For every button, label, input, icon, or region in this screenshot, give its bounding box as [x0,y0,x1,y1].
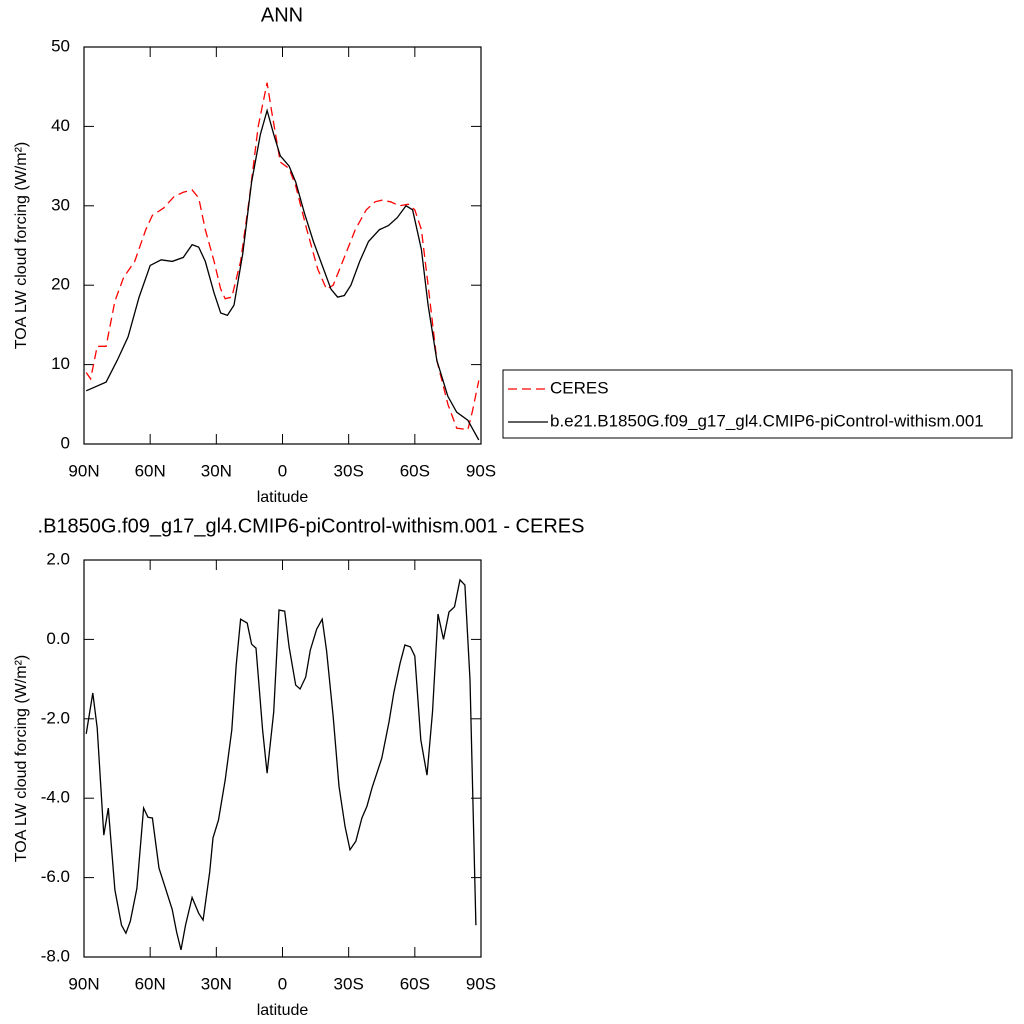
y-tick-label: -2.0 [41,708,70,727]
plot-frame [83,46,482,445]
legend-label: b.e21.B1850G.f09_g17_gl4.CMIP6-piControl… [550,411,984,430]
x-tick-label: 60S [400,974,430,993]
y-tick-label: 10 [51,354,70,373]
y-tick-label: -8.0 [41,946,70,965]
chart-title: ANN [261,4,303,26]
legend-label: CERES [550,378,609,397]
x-tick-label: 60N [135,461,166,480]
y-tick-label: 40 [51,116,70,135]
plot-frame [83,559,482,958]
x-axis-label: latitude [257,1002,309,1019]
y-tick-label: 50 [51,36,70,55]
legend-box [502,369,1013,439]
x-tick-label: 90S [466,461,496,480]
x-tick-label: 30S [334,461,364,480]
data-line [85,82,480,431]
x-tick-label: 0 [278,974,287,993]
x-tick-label: 30N [201,974,232,993]
y-axis-label: TOA LW cloud forcing (W/m²) [13,655,30,862]
x-axis-label: latitude [257,489,309,506]
y-tick-label: 0 [61,433,70,452]
data-line [85,578,477,951]
y-tick-label: -6.0 [41,867,70,886]
x-tick-label: 60N [135,974,166,993]
y-tick-label: 20 [51,275,70,294]
x-tick-label: 30S [334,974,364,993]
y-tick-label: 0.0 [46,629,70,648]
x-tick-label: 90N [68,974,99,993]
y-tick-label: 2.0 [46,549,70,568]
data-line [85,108,480,441]
x-tick-label: 90S [466,974,496,993]
x-tick-label: 30N [201,461,232,480]
x-tick-label: 0 [278,461,287,480]
y-axis-label: TOA LW cloud forcing (W/m²) [13,142,30,349]
y-tick-label: 30 [51,195,70,214]
x-tick-label: 60S [400,461,430,480]
chart-title: .B1850G.f09_g17_gl4.CMIP6-piControl-with… [38,515,585,537]
y-tick-label: -4.0 [41,788,70,807]
x-tick-label: 90N [68,461,99,480]
